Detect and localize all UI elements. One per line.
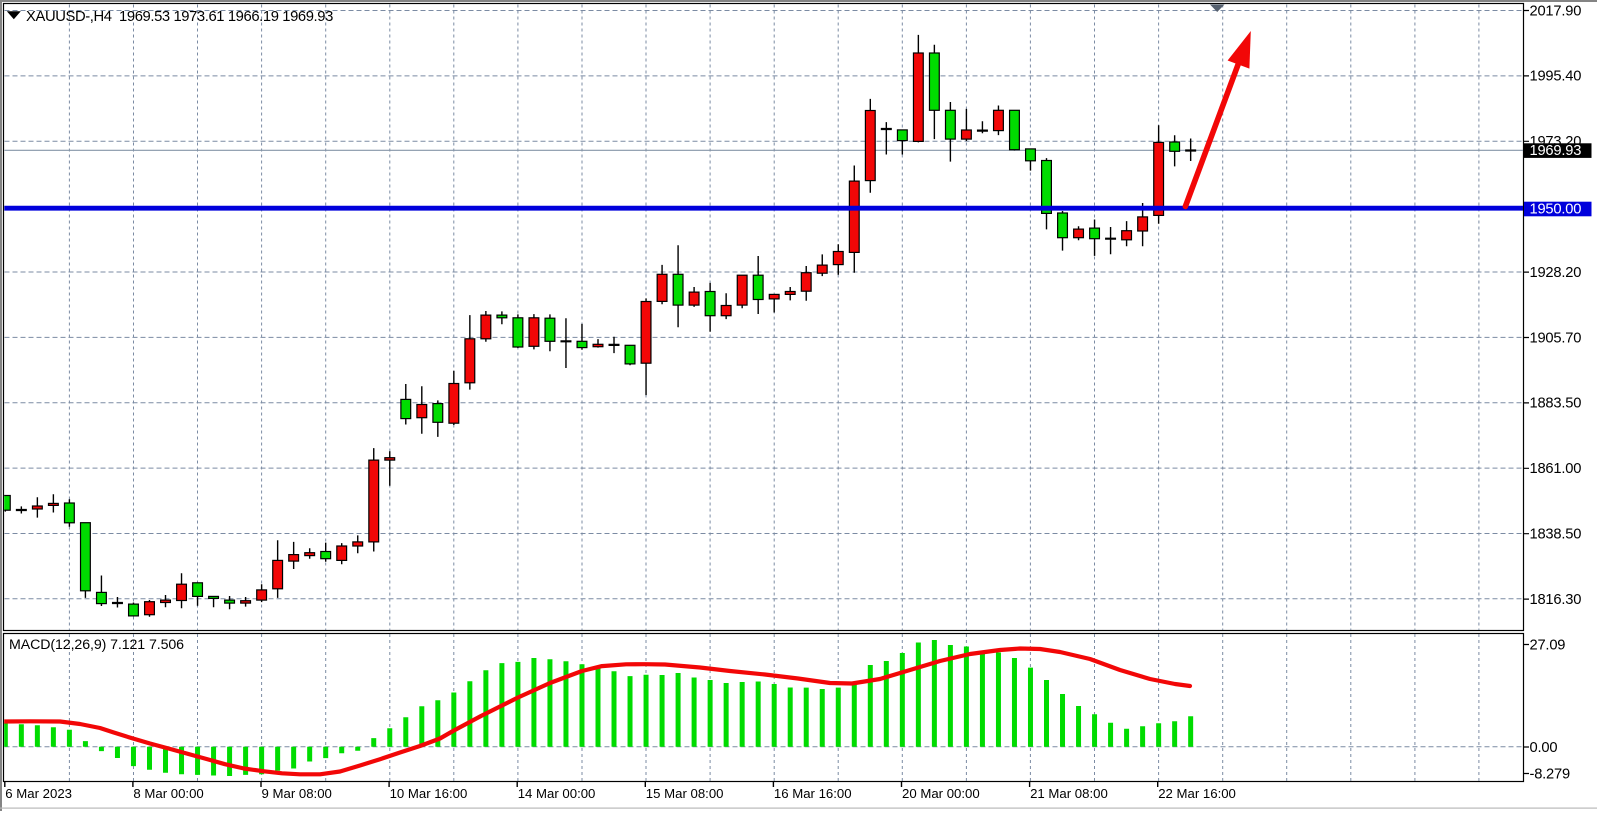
svg-text:8 Mar 00:00: 8 Mar 00:00: [133, 786, 203, 801]
svg-text:-8.279: -8.279: [1530, 766, 1570, 782]
svg-text:1950.00: 1950.00: [1530, 202, 1582, 218]
svg-text:2017.90: 2017.90: [1530, 3, 1582, 19]
svg-text:0.00: 0.00: [1530, 740, 1558, 756]
svg-text:1816.30: 1816.30: [1530, 592, 1582, 608]
svg-text:1969.93: 1969.93: [1530, 143, 1582, 159]
svg-text:1995.40: 1995.40: [1530, 69, 1582, 85]
svg-text:10 Mar 16:00: 10 Mar 16:00: [390, 786, 468, 801]
svg-text:XAUUSD-,H4 1969.53 1973.61 19: XAUUSD-,H4 1969.53 1973.61 1966.19 1969.…: [26, 9, 333, 25]
svg-text:20 Mar 00:00: 20 Mar 00:00: [902, 786, 980, 801]
svg-text:16 Mar 16:00: 16 Mar 16:00: [774, 786, 852, 801]
svg-text:14 Mar 00:00: 14 Mar 00:00: [518, 786, 596, 801]
svg-text:1861.00: 1861.00: [1530, 461, 1582, 477]
svg-text:15 Mar 08:00: 15 Mar 08:00: [646, 786, 724, 801]
svg-text:9 Mar 08:00: 9 Mar 08:00: [262, 786, 332, 801]
svg-text:1928.20: 1928.20: [1530, 265, 1582, 281]
svg-text:22 Mar 16:00: 22 Mar 16:00: [1158, 786, 1236, 801]
svg-text:27.09: 27.09: [1530, 637, 1566, 653]
svg-text:1883.50: 1883.50: [1530, 396, 1582, 412]
svg-text:1905.70: 1905.70: [1530, 330, 1582, 346]
svg-text:6 Mar 2023: 6 Mar 2023: [5, 786, 72, 801]
svg-text:MACD(12,26,9) 7.121 7.506: MACD(12,26,9) 7.121 7.506: [9, 637, 184, 653]
svg-text:1838.50: 1838.50: [1530, 527, 1582, 543]
svg-text:21 Mar 08:00: 21 Mar 08:00: [1030, 786, 1108, 801]
